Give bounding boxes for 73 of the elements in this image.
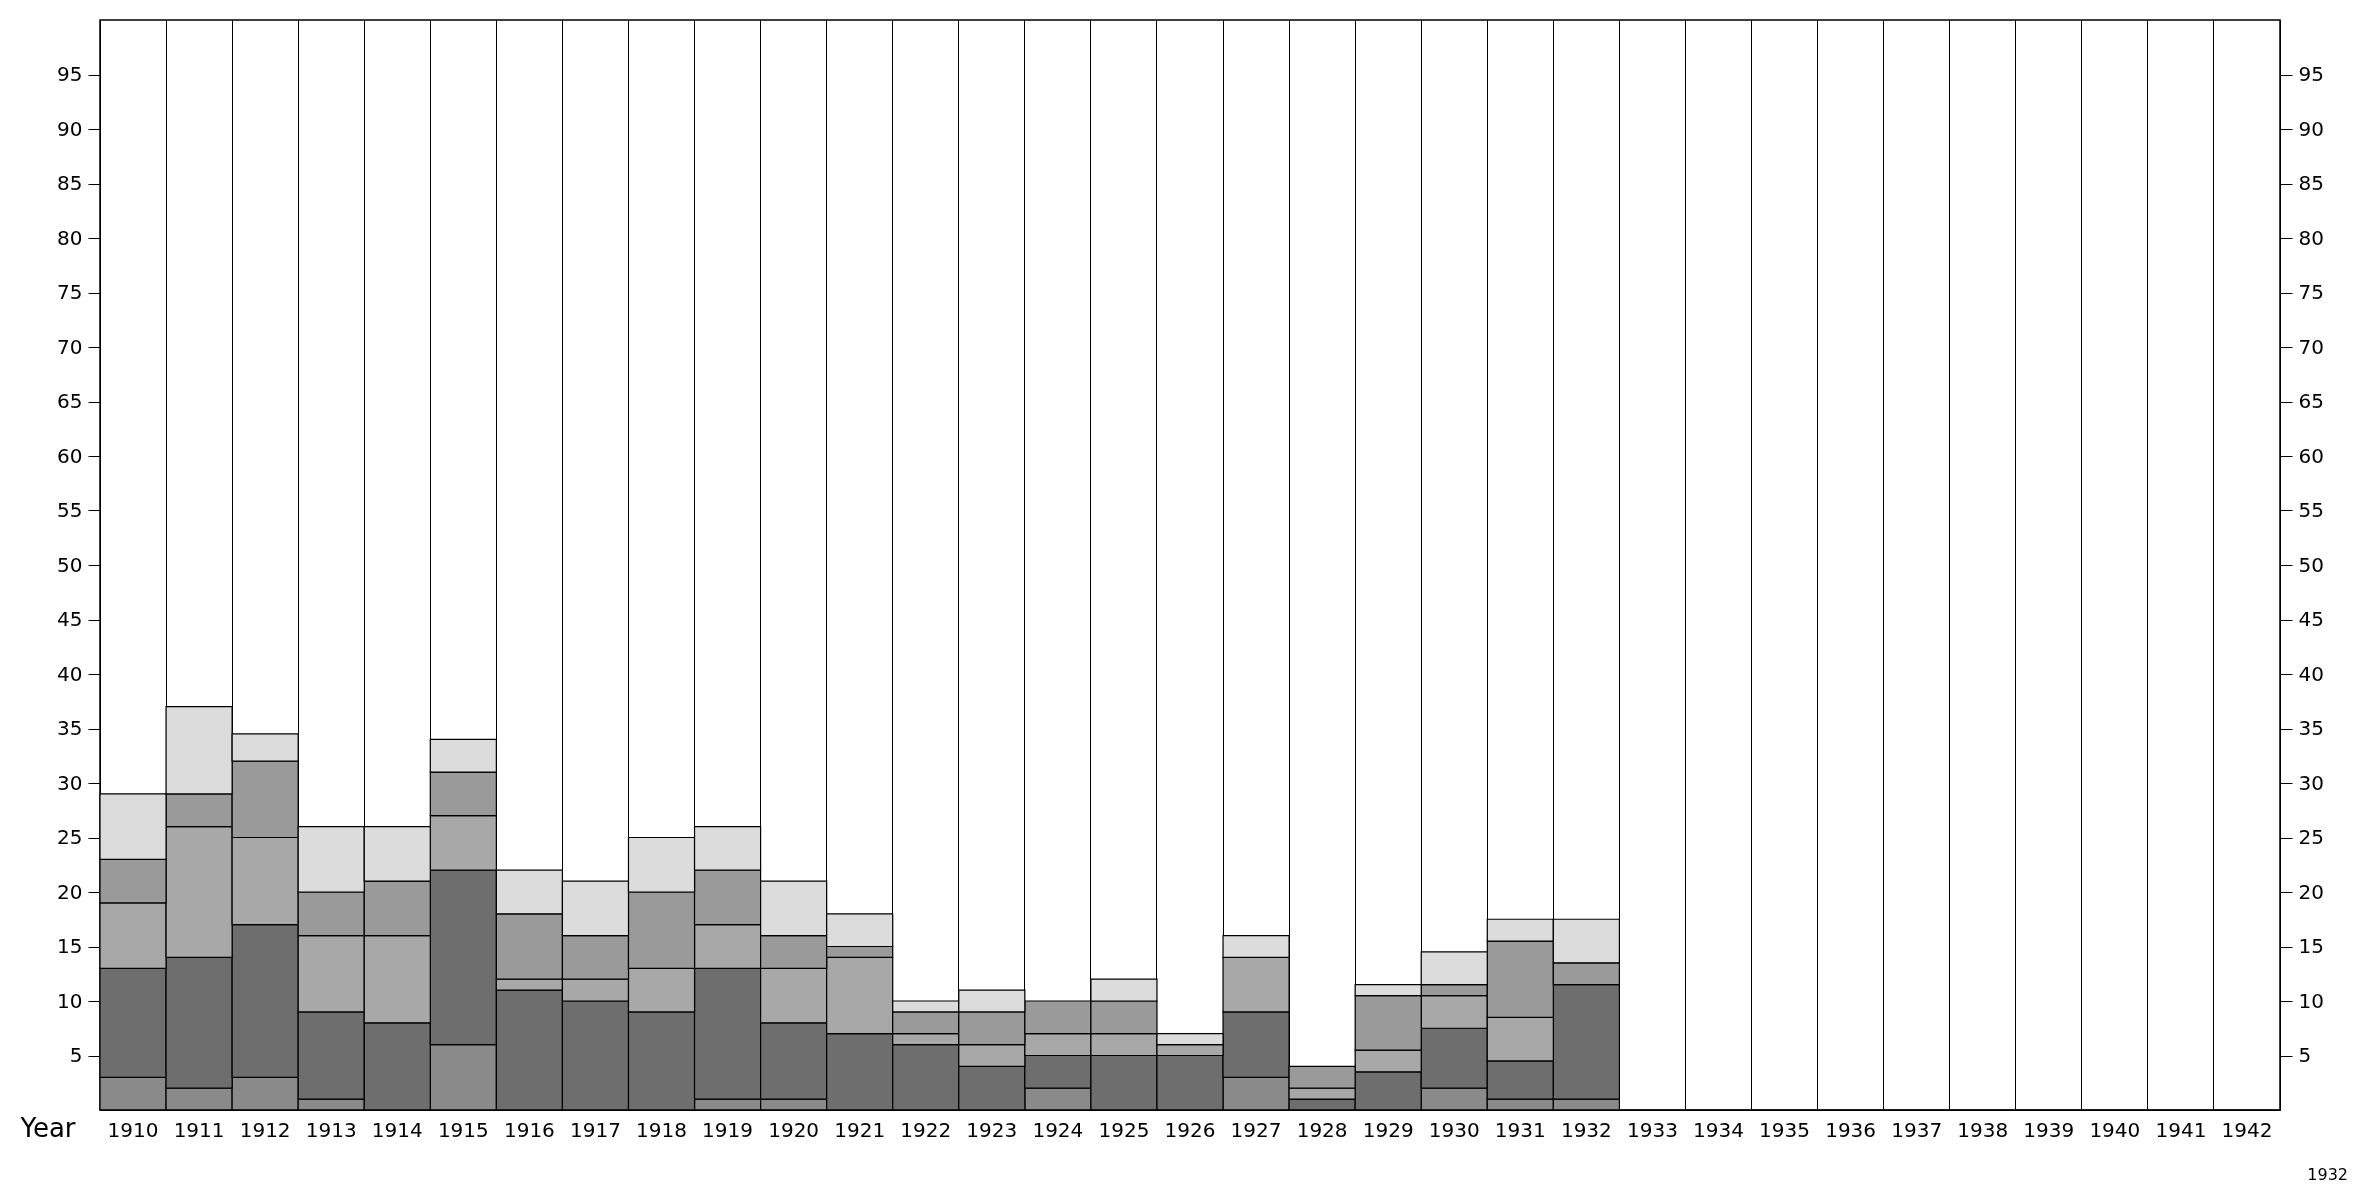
- x-tick-label: 1929: [1362, 1117, 1414, 1142]
- x-tick-label: 1918: [636, 1117, 687, 1142]
- y-tick-label: 30: [57, 770, 83, 795]
- x-tick-label: 1936: [1825, 1117, 1877, 1142]
- y2-tick-label: 30: [2298, 770, 2324, 795]
- x-tick-label: 1915: [437, 1117, 489, 1142]
- y2-tick-label: 50: [2298, 552, 2324, 577]
- y2-tick-label: 5: [2298, 1043, 2312, 1067]
- x-axis-title: Year: [19, 1112, 76, 1143]
- y-tick-label: 20: [57, 879, 83, 904]
- y-tick-label: 90: [57, 116, 83, 141]
- x-tick-label: 1913: [305, 1117, 357, 1142]
- y-tick-label: 55: [57, 498, 83, 522]
- x-tick-label: 1934: [1693, 1117, 1744, 1142]
- x-tick-label: 1935: [1759, 1117, 1810, 1142]
- y2-tick-label: 65: [2298, 389, 2324, 413]
- y-tick-label: 25: [57, 825, 83, 849]
- x-tick-label: 1917: [570, 1117, 621, 1142]
- x-tick-label: 1941: [2155, 1117, 2207, 1142]
- y2-tick-label: 45: [2298, 607, 2324, 631]
- y-tick-label: 95: [57, 62, 83, 86]
- y-tick-label: 10: [57, 988, 83, 1013]
- x-tick-label: 1933: [1626, 1117, 1678, 1142]
- y-tick-label: 80: [57, 225, 83, 250]
- text: 1932: [2307, 1165, 2348, 1184]
- x-tick-label: 1916: [503, 1117, 555, 1142]
- x-tick-label: 1928: [1296, 1117, 1348, 1142]
- x-tick-label: 1932: [1560, 1117, 1612, 1142]
- x-tick-label: 1912: [239, 1117, 291, 1142]
- y2-tick-label: 35: [2298, 716, 2324, 740]
- x-tick-label: 1939: [2023, 1117, 2075, 1142]
- y-tick-label: 60: [57, 443, 83, 468]
- y2-tick-label: 15: [2298, 934, 2324, 958]
- x-tick-label: 1921: [834, 1117, 886, 1142]
- x-tick-label: 1931: [1494, 1117, 1546, 1142]
- x-tick-label: 1930: [1428, 1117, 1480, 1142]
- y-tick-label: 5: [69, 1043, 83, 1067]
- y-tick-label: 50: [57, 552, 83, 577]
- x-tick-label: 1938: [1957, 1117, 2009, 1142]
- y2-tick-label: 20: [2298, 879, 2324, 904]
- x-tick-label: 1937: [1891, 1117, 1943, 1142]
- x-tick-label: 1911: [173, 1117, 225, 1142]
- y-tick-label: 70: [57, 334, 83, 359]
- y-tick-label: 15: [57, 934, 83, 958]
- x-tick-label: 1927: [1230, 1117, 1282, 1142]
- y2-tick-label: 10: [2298, 988, 2324, 1013]
- x-tick-label: 1922: [900, 1117, 952, 1142]
- y-tick-label: 85: [57, 171, 83, 195]
- y-tick-label: 35: [57, 716, 83, 740]
- y2-tick-label: 40: [2298, 661, 2324, 686]
- x-tick-label: 1925: [1098, 1117, 1150, 1142]
- y-tick-label: 40: [57, 661, 83, 686]
- y2-tick-label: 80: [2298, 225, 2324, 250]
- y-tick-label: 75: [57, 280, 83, 304]
- x-tick-label: 1940: [2089, 1117, 2141, 1142]
- y2-tick-label: 60: [2298, 443, 2324, 468]
- y2-tick-label: 85: [2298, 171, 2324, 195]
- x-tick-label: 1920: [768, 1117, 820, 1142]
- y-tick-label: 65: [57, 389, 83, 413]
- y2-tick-label: 55: [2298, 498, 2324, 522]
- y2-tick-label: 90: [2298, 116, 2324, 141]
- y-tick-label: 45: [57, 607, 83, 631]
- y2-tick-label: 25: [2298, 825, 2324, 849]
- x-tick-label: 1926: [1164, 1117, 1216, 1142]
- y2-tick-label: 95: [2298, 62, 2324, 86]
- x-tick-label: 1914: [371, 1117, 423, 1142]
- x-tick-label: 1910: [107, 1117, 159, 1142]
- x-tick-label: 1942: [2221, 1117, 2273, 1142]
- x-tick-label: 1924: [1032, 1117, 1084, 1142]
- y2-tick-label: 70: [2298, 334, 2324, 359]
- x-tick-label: 1919: [702, 1117, 754, 1142]
- x-tick-label: 1923: [966, 1117, 1018, 1142]
- y2-tick-label: 75: [2298, 280, 2324, 304]
